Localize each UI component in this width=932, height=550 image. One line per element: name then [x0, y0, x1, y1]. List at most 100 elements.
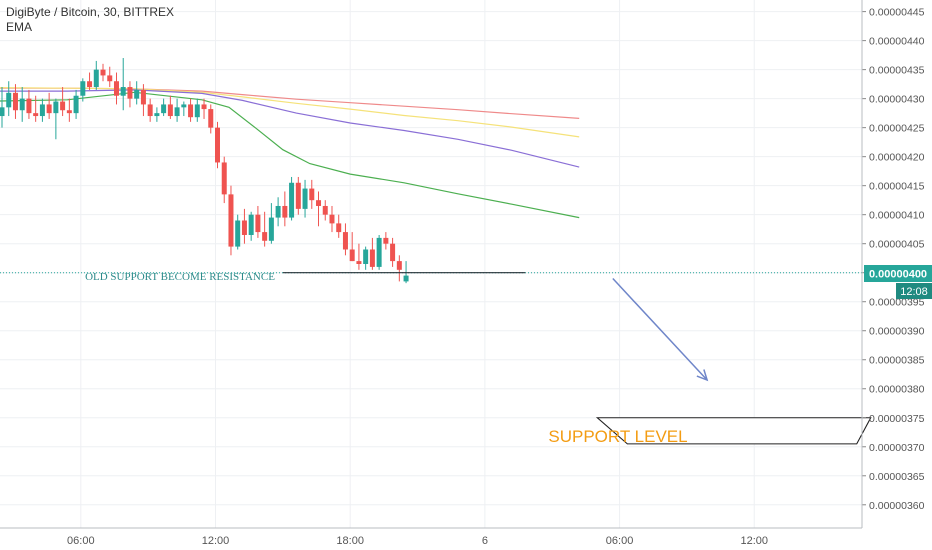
- candle-body: [100, 69, 106, 76]
- projection-arrow-head: [696, 369, 709, 382]
- candle-body: [174, 107, 180, 117]
- y-tick-label: 0.00000395: [869, 297, 925, 309]
- x-tick-label: 06:00: [606, 535, 634, 547]
- indicator-label: EMA: [6, 20, 33, 34]
- candle-body: [215, 127, 220, 163]
- candle-body: [241, 220, 247, 235]
- candle-body: [120, 87, 126, 96]
- support-level-label: SUPPORT LEVEL: [548, 427, 687, 446]
- candle-body: [349, 249, 355, 262]
- ema-line-1: [0, 87, 580, 119]
- candle-body: [161, 104, 167, 114]
- candle-body: [53, 101, 59, 114]
- candle-body: [376, 237, 382, 267]
- candle-body: [396, 261, 402, 270]
- y-tick-label: 0.00000415: [869, 181, 925, 193]
- symbol-title: DigiByte / Bitcoin, 30, BITTREX: [6, 5, 175, 19]
- candle-body: [302, 188, 308, 209]
- x-tick-label: 12:00: [202, 535, 230, 547]
- current-time-label: 12:08: [900, 286, 928, 298]
- candle-body: [154, 113, 160, 117]
- candle-body: [369, 249, 375, 267]
- x-tick-label: 6: [482, 535, 488, 547]
- y-tick-label: 0.00000410: [869, 210, 925, 222]
- x-tick-label: 12:00: [740, 535, 768, 547]
- candle-body: [80, 81, 86, 96]
- candle-body: [87, 81, 93, 88]
- candle-body: [188, 104, 194, 118]
- y-tick-label: 0.00000375: [869, 413, 925, 425]
- candle-body: [268, 217, 274, 241]
- y-tick-label: 0.00000370: [869, 442, 925, 454]
- candle-body: [282, 205, 288, 218]
- support-level-box: [595, 417, 872, 445]
- current-price-label: 0.00000400: [869, 269, 927, 281]
- resistance-label: OLD SUPPORT BECOME RESISTANCE: [85, 271, 275, 283]
- candle-body: [60, 101, 66, 111]
- candle-body: [235, 220, 241, 247]
- candle-body: [316, 200, 322, 206]
- candle-body: [39, 104, 45, 117]
- candle-body: [93, 69, 99, 88]
- candle-body: [248, 214, 254, 235]
- overlay-layer: OLD SUPPORT BECOME RESISTANCE SUPPORT LE…: [0, 271, 872, 446]
- candle-body: [134, 89, 140, 99]
- candle-body: [46, 104, 52, 114]
- candle-body: [194, 104, 200, 118]
- candle-body: [19, 98, 25, 111]
- x-tick-label: 06:00: [67, 535, 95, 547]
- y-tick-label: 0.00000435: [869, 65, 925, 77]
- ema-line-3: [0, 89, 580, 168]
- y-tick-label: 0.00000380: [869, 384, 925, 396]
- candle-body: [336, 223, 342, 233]
- candle-body: [107, 75, 113, 82]
- candle-body: [167, 104, 173, 117]
- candle-body: [275, 205, 281, 218]
- candle-body: [309, 188, 315, 201]
- projection-arrow-line: [612, 277, 708, 381]
- candle-body: [363, 249, 369, 264]
- x-tick-label: 18:00: [336, 535, 364, 547]
- candle-body: [140, 89, 146, 105]
- candle-body: [127, 87, 133, 99]
- y-tick-label: 0.00000440: [869, 36, 925, 48]
- candle-body: [26, 98, 32, 114]
- candle-body: [208, 109, 214, 128]
- candle-body: [390, 243, 396, 262]
- candle-body: [289, 182, 295, 218]
- y-tick-label: 0.00000385: [869, 355, 925, 367]
- candle-body: [342, 232, 348, 250]
- y-tick-label: 0.00000420: [869, 152, 925, 164]
- candle-body: [322, 205, 328, 215]
- y-tick-label: 0.00000430: [869, 94, 925, 106]
- y-tick-label: 0.00000445: [869, 7, 925, 19]
- ema-line-2: [0, 87, 580, 138]
- candle-body: [6, 92, 12, 108]
- candle-body: [181, 104, 187, 108]
- candle-body: [221, 162, 227, 195]
- candle-body: [33, 113, 39, 117]
- candle-body: [0, 107, 5, 117]
- candle-body: [383, 237, 389, 244]
- y-tick-label: 0.00000425: [869, 123, 925, 135]
- candle-body: [147, 104, 153, 117]
- candle-body: [73, 95, 79, 114]
- candle-body: [66, 110, 72, 114]
- y-tick-label: 0.00000390: [869, 326, 925, 338]
- y-tick-label: 0.00000360: [869, 500, 925, 512]
- candle-body: [12, 92, 18, 111]
- candle-body: [262, 232, 268, 241]
- candle-body: [356, 261, 362, 264]
- price-tag-bg: [864, 265, 932, 282]
- time-tag-bg: [896, 283, 932, 299]
- candle-body: [403, 275, 409, 282]
- candle-layer: [0, 58, 409, 284]
- candle-body: [113, 81, 119, 96]
- candle-body: [255, 214, 261, 233]
- candle-body: [228, 194, 234, 247]
- candle-body: [295, 182, 301, 209]
- candle-body: [201, 104, 207, 110]
- candle-body: [329, 214, 335, 224]
- grid-layer: [0, 0, 862, 528]
